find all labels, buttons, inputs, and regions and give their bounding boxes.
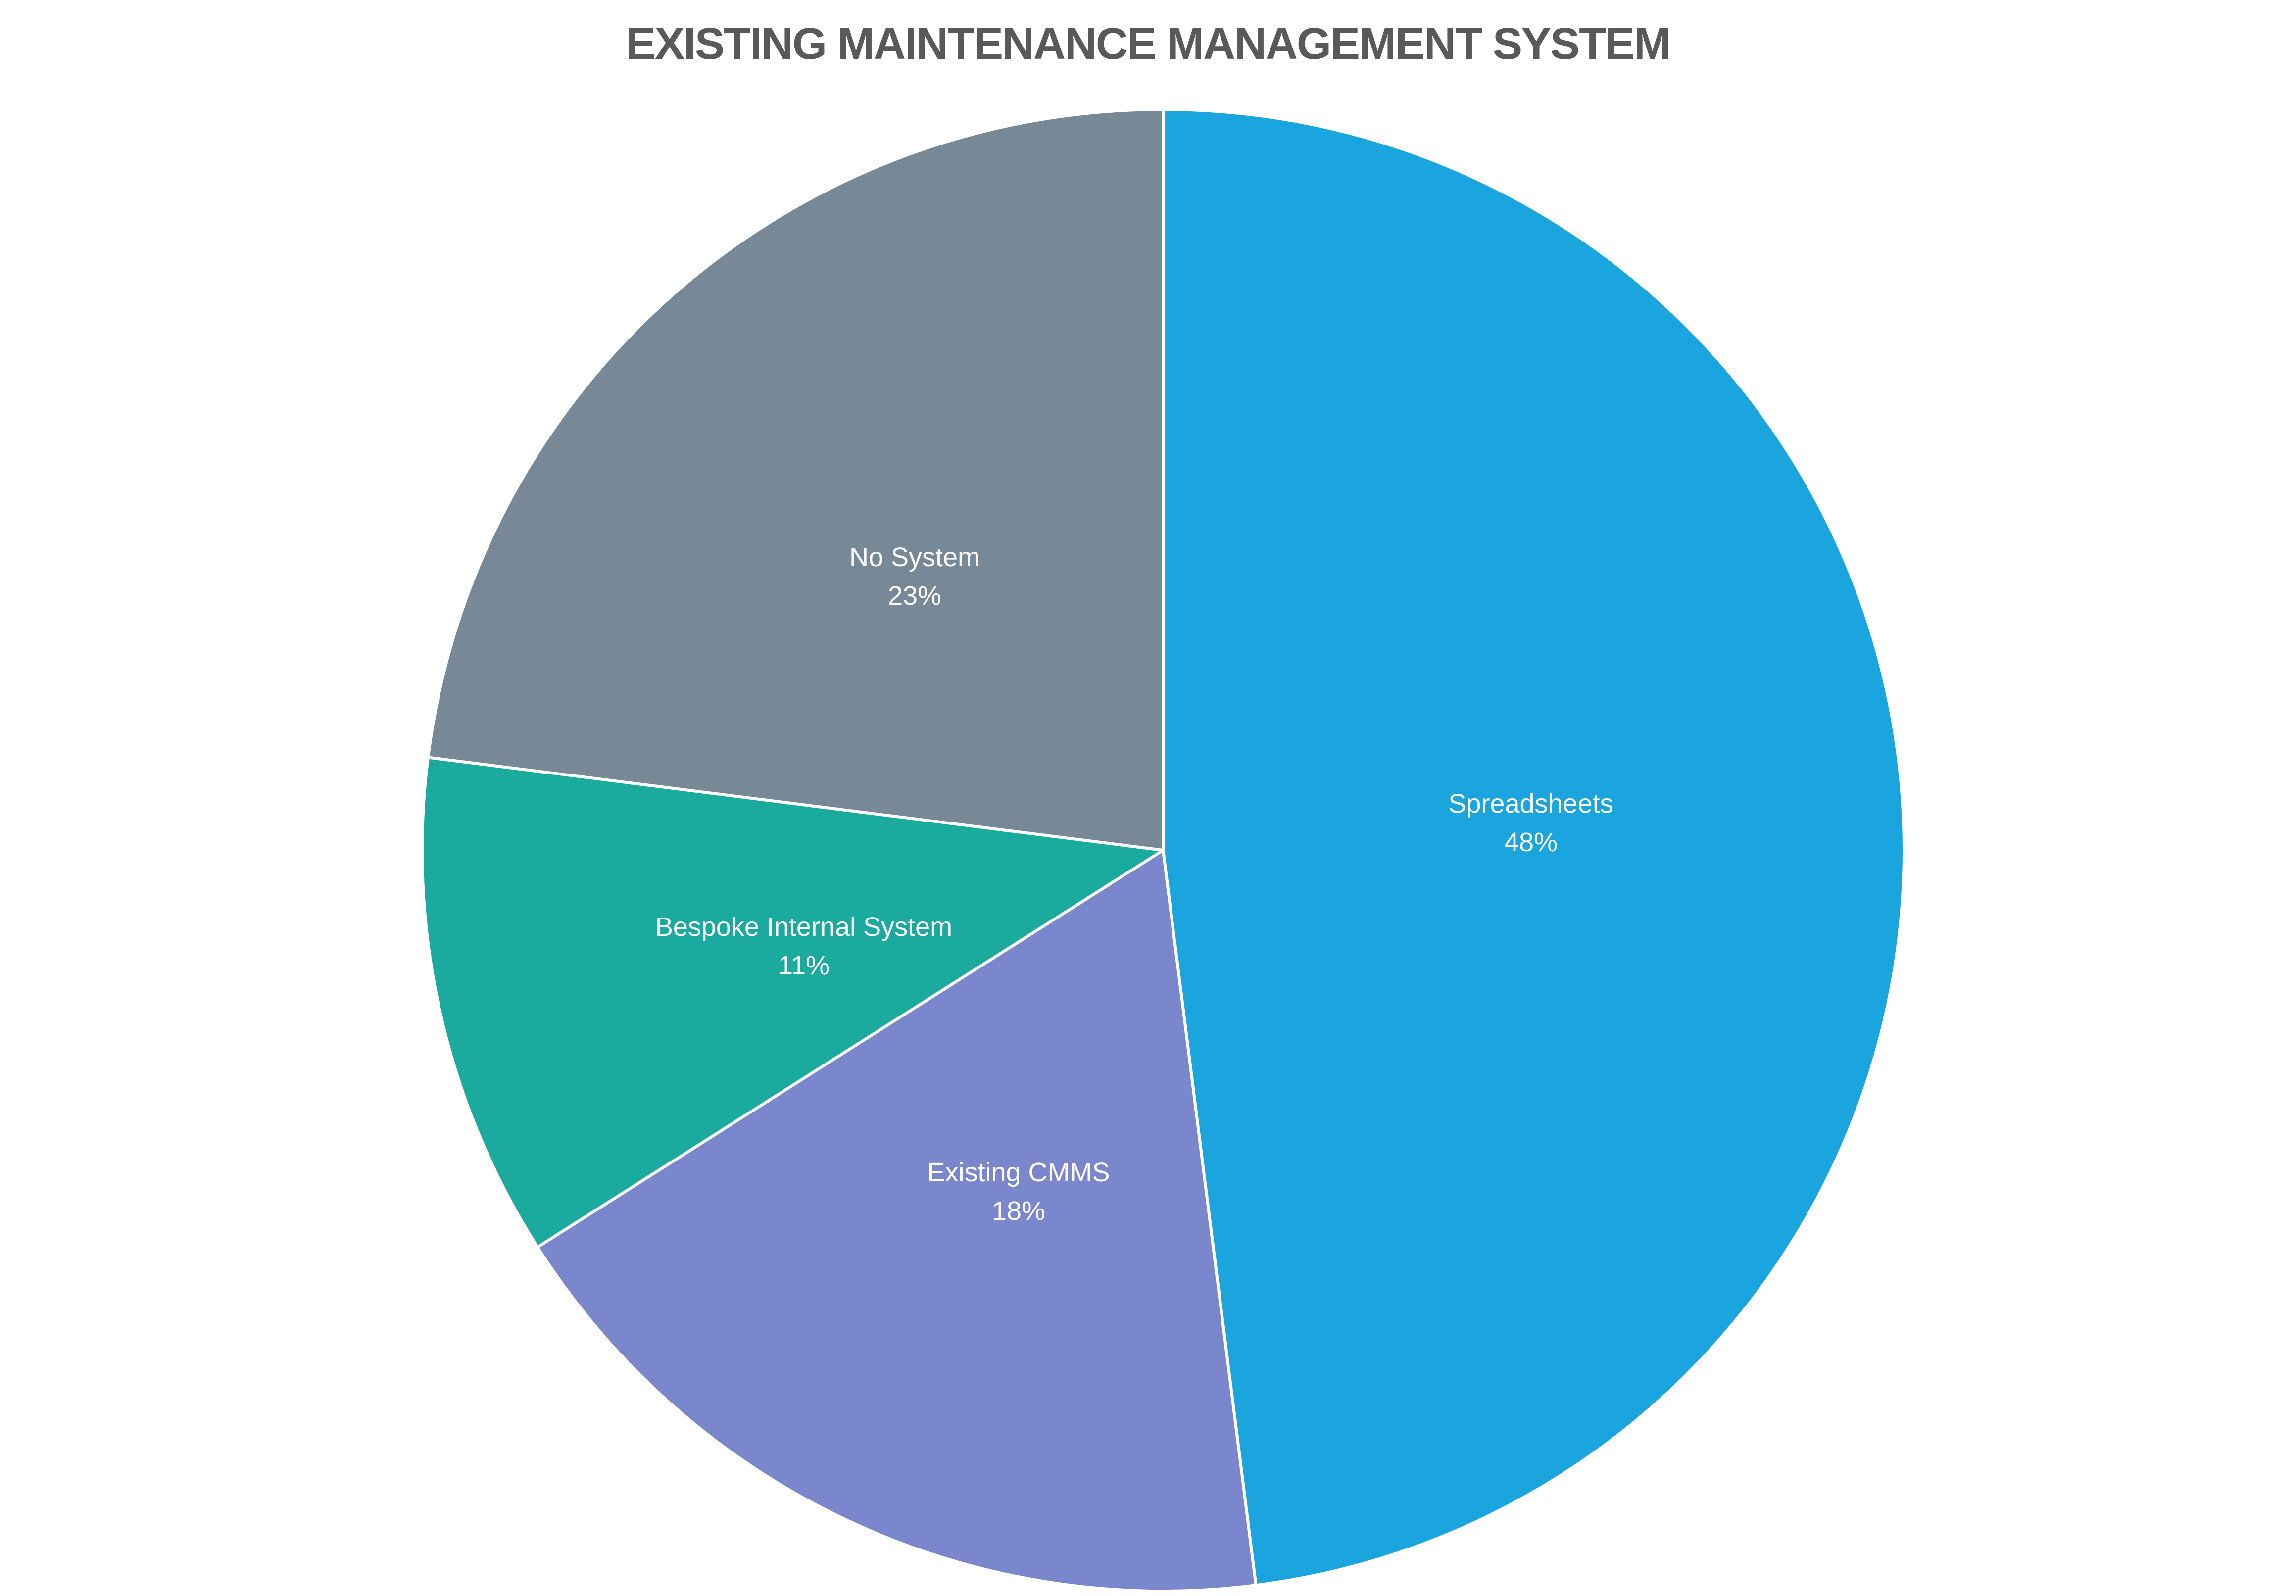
slice-label-name: Bespoke Internal System xyxy=(655,912,953,942)
pie-slice-bespoke-internal-system xyxy=(421,756,1165,1249)
pie-slice-spreadsheets xyxy=(1162,108,1905,1587)
slice-label-no-system: No System 23% xyxy=(849,538,980,615)
pie-slices xyxy=(421,108,1905,1593)
slice-label-name: No System xyxy=(849,542,980,572)
pie-slice-existing-cmms xyxy=(536,849,1258,1593)
slice-label-name: Spreadsheets xyxy=(1448,789,1613,819)
slice-label-pct: 11% xyxy=(778,951,830,980)
slice-label-pct: 48% xyxy=(1504,827,1558,857)
slice-label-pct: 23% xyxy=(887,581,942,611)
slice-label-name: Existing CMMS xyxy=(927,1158,1110,1187)
slice-label-pct: 18% xyxy=(991,1196,1046,1226)
chart-title: EXISTING MAINTENANCE MANAGEMENT SYSTEM xyxy=(626,19,1671,69)
slice-label-bespoke-internal-system: Bespoke Internal System 11% xyxy=(655,908,952,985)
slice-label-spreadsheets: Spreadsheets 48% xyxy=(1448,784,1613,862)
slice-label-existing-cmms: Existing CMMS 18% xyxy=(927,1153,1110,1230)
pie-slice-no-system xyxy=(426,108,1165,852)
